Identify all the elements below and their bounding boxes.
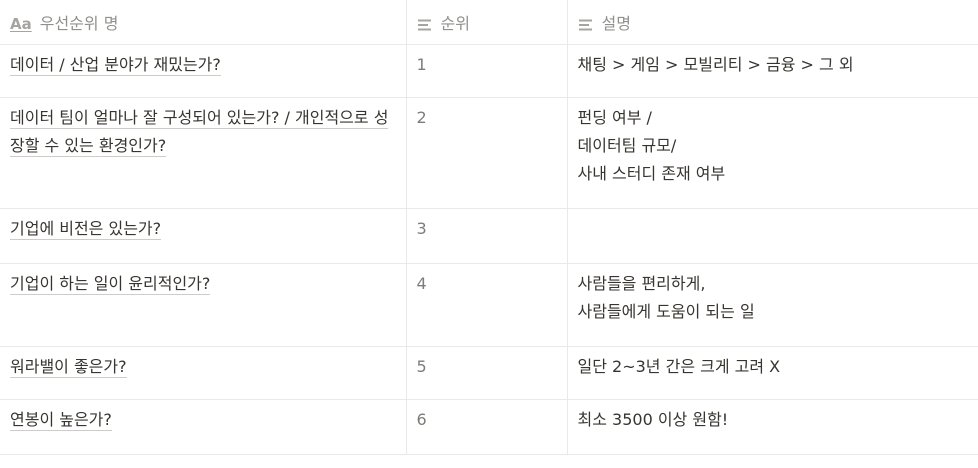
cell-description[interactable]: 최소 3500 이상 원함! (566, 399, 978, 455)
cell-rank[interactable]: 2 (405, 97, 567, 209)
row-title-link[interactable]: 워라밸이 좋은가? (10, 357, 127, 378)
cell-name[interactable]: 기업이 하는 일이 윤리적인가? (0, 263, 406, 347)
cell-rank[interactable]: 6 (405, 399, 567, 455)
cell-rank[interactable]: 3 (405, 208, 567, 264)
cell-rank[interactable]: 1 (405, 44, 567, 98)
row-title-link[interactable]: 데이터 팀이 얼마나 잘 구성되어 있는가? / 개인적으로 성장할 수 있는 … (10, 108, 389, 157)
priority-table: Aa 우선순위 명 순위 설명 데이터 / 산업 분야가 재밌는가? 1 (0, 0, 978, 455)
column-header-rank[interactable]: 순위 (405, 0, 567, 45)
text-property-icon: Aa (10, 15, 32, 33)
cell-name[interactable]: 기업에 비전은 있는가? (0, 208, 406, 264)
cell-description[interactable] (566, 208, 978, 264)
cell-name[interactable]: 데이터 / 산업 분야가 재밌는가? (0, 44, 406, 98)
cell-name[interactable]: 워라밸이 좋은가? (0, 346, 406, 400)
table-row[interactable]: 연봉이 높은가? 6 최소 3500 이상 원함! (0, 399, 978, 455)
cell-description[interactable]: 펀딩 여부 / 데이터팀 규모/ 사내 스터디 존재 여부 (566, 97, 978, 209)
row-title-link[interactable]: 기업에 비전은 있는가? (10, 219, 162, 240)
table-row[interactable]: 워라밸이 좋은가? 5 일단 2~3년 간은 크게 고려 X (0, 346, 978, 400)
table-row[interactable]: 데이터 팀이 얼마나 잘 구성되어 있는가? / 개인적으로 성장할 수 있는 … (0, 97, 978, 209)
text-lines-icon (417, 19, 431, 31)
row-title-link[interactable]: 데이터 / 산업 분야가 재밌는가? (10, 55, 221, 76)
cell-rank[interactable]: 5 (405, 346, 567, 400)
cell-description[interactable]: 채팅 > 게임 > 모빌리티 > 금융 > 그 외 (566, 44, 978, 98)
column-header-rank-label: 순위 (440, 14, 470, 33)
cell-name[interactable]: 연봉이 높은가? (0, 399, 406, 455)
column-header-name[interactable]: Aa 우선순위 명 (0, 0, 406, 45)
cell-rank[interactable]: 4 (405, 263, 567, 347)
cell-name[interactable]: 데이터 팀이 얼마나 잘 구성되어 있는가? / 개인적으로 성장할 수 있는 … (0, 97, 406, 209)
text-lines-icon (578, 19, 592, 31)
table-row[interactable]: 기업이 하는 일이 윤리적인가? 4 사람들을 편리하게, 사람들에게 도움이 … (0, 263, 978, 347)
cell-description[interactable]: 일단 2~3년 간은 크게 고려 X (566, 346, 978, 400)
row-title-link[interactable]: 기업이 하는 일이 윤리적인가? (10, 274, 211, 295)
row-title-link[interactable]: 연봉이 높은가? (10, 410, 112, 431)
column-header-description[interactable]: 설명 (566, 0, 978, 45)
table-header-row: Aa 우선순위 명 순위 설명 (0, 0, 978, 45)
column-header-description-label: 설명 (601, 14, 631, 33)
column-header-name-label: 우선순위 명 (39, 14, 119, 33)
cell-description[interactable]: 사람들을 편리하게, 사람들에게 도움이 되는 일 (566, 263, 978, 347)
table-row[interactable]: 데이터 / 산업 분야가 재밌는가? 1 채팅 > 게임 > 모빌리티 > 금융… (0, 44, 978, 98)
table-row[interactable]: 기업에 비전은 있는가? 3 (0, 208, 978, 264)
